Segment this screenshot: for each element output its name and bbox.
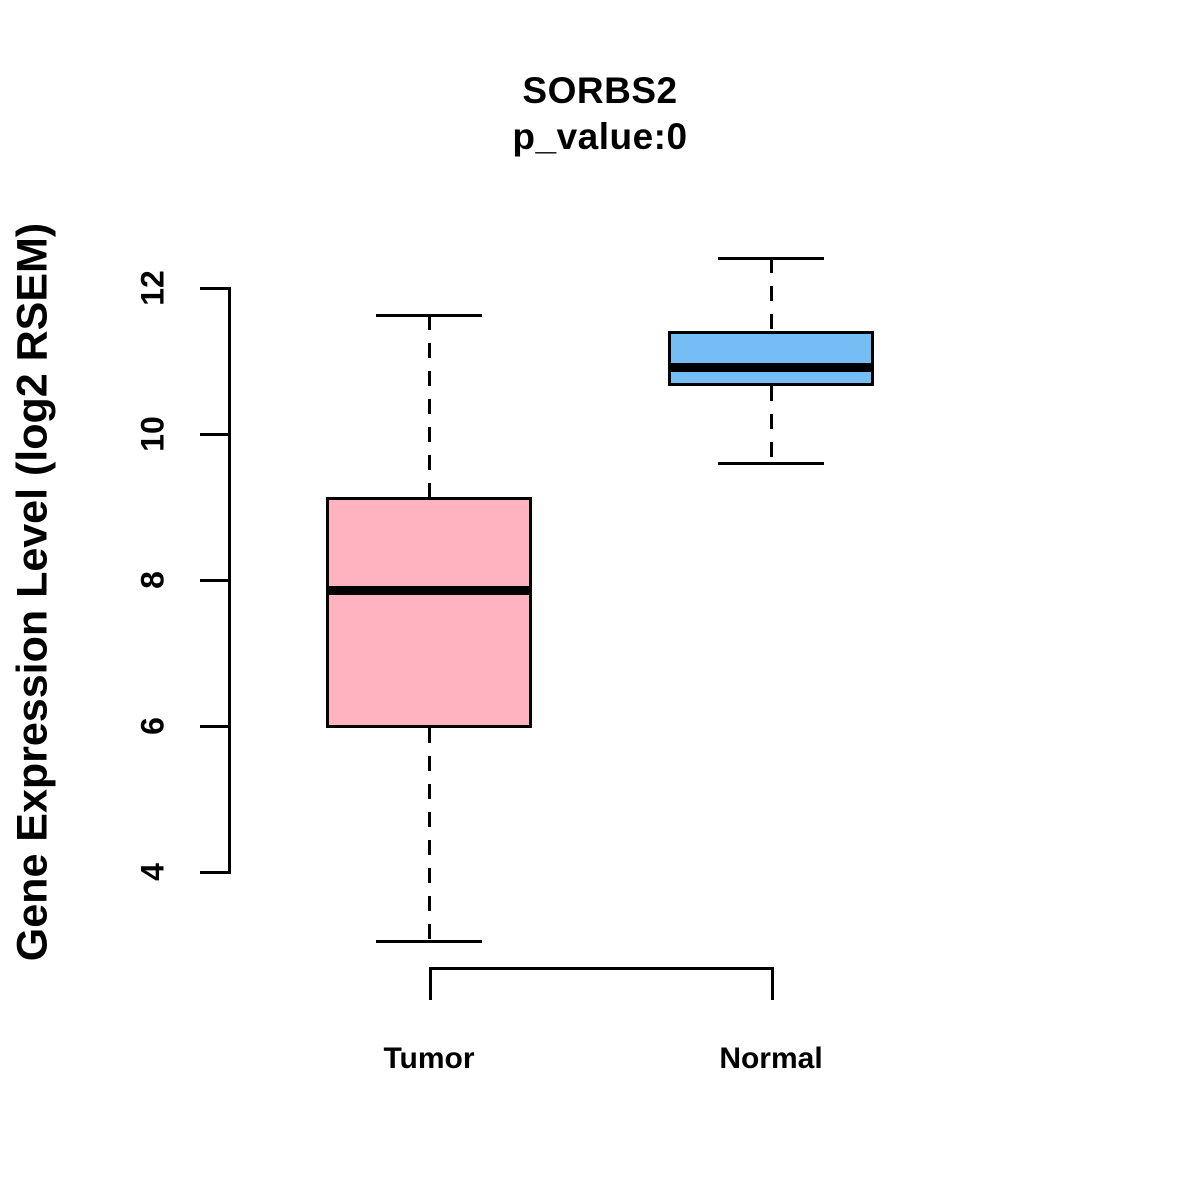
whisker-cap-lower-normal: [718, 462, 824, 466]
y-tick-label: 10: [134, 416, 171, 452]
whisker-cap-upper-tumor: [376, 314, 482, 317]
y-axis-tick: [200, 287, 228, 290]
whisker-upper-normal: [770, 258, 773, 332]
whisker-upper-tumor: [428, 315, 431, 497]
x-axis-line: [429, 967, 774, 970]
chart-subtitle: p_value:0: [512, 116, 688, 157]
y-axis-line: [228, 287, 231, 874]
median-line-tumor: [326, 586, 532, 596]
y-axis-tick: [200, 871, 228, 874]
y-axis-tick: [200, 725, 228, 728]
y-tick-label: 8: [134, 571, 171, 589]
whisker-cap-upper-normal: [718, 257, 824, 261]
median-line-normal: [668, 362, 874, 372]
chart-title-block: SORBS2 p_value:0: [230, 68, 970, 160]
whisker-lower-normal: [770, 385, 773, 464]
y-tick-label: 12: [134, 270, 171, 306]
x-axis-tick-right: [771, 967, 774, 1000]
x-axis-tick-left: [429, 967, 432, 1000]
box-tumor: [326, 496, 532, 729]
y-tick-label: 4: [134, 863, 171, 881]
whisker-lower-tumor: [428, 728, 431, 942]
y-axis-label: Gene Expression Level (log2 RSEM): [8, 222, 57, 962]
whisker-cap-lower-tumor: [376, 940, 482, 944]
chart-title: SORBS2: [522, 70, 678, 111]
category-label-normal: Normal: [719, 1042, 823, 1075]
y-tick-label: 6: [134, 717, 171, 735]
category-label-tumor: Tumor: [383, 1042, 475, 1075]
y-axis-tick: [200, 579, 228, 582]
y-axis-tick: [200, 433, 228, 436]
box-normal: [668, 331, 874, 386]
